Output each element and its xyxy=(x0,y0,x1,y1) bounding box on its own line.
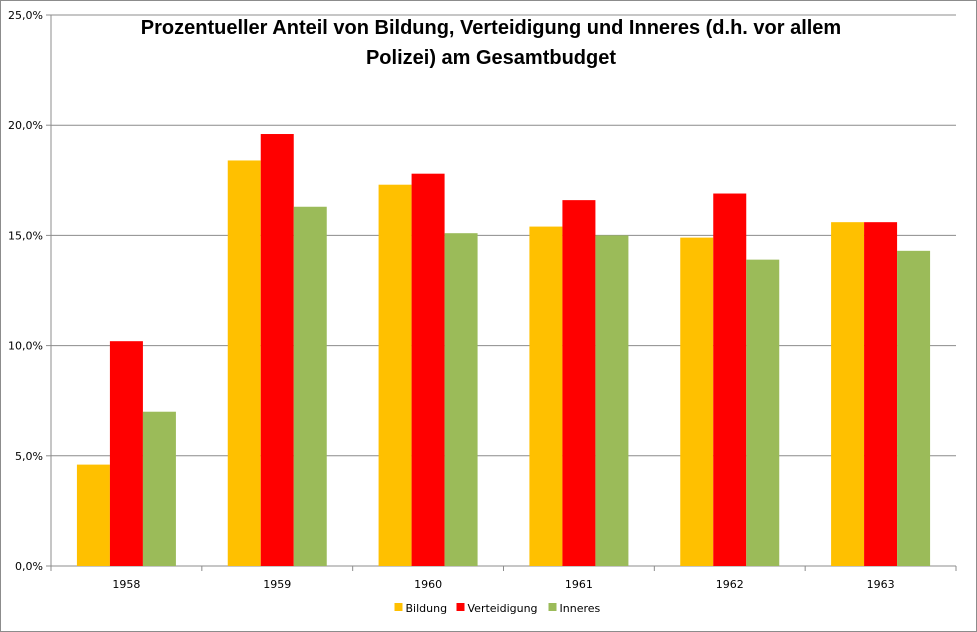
bar-inneres-1959[interactable] xyxy=(293,206,327,567)
bar-bildung-1963[interactable] xyxy=(831,222,865,566)
legend-swatch-inneres xyxy=(548,603,557,611)
legend-label-verteidigung: Verteidigung xyxy=(468,602,538,615)
legend-swatch-bildung xyxy=(394,603,403,611)
chart-title-line-2: Polizei) am Gesamtbudget xyxy=(365,47,617,69)
bar-inneres-1958[interactable] xyxy=(142,411,176,566)
bar-inneres-1960[interactable] xyxy=(444,233,478,567)
bar-verteidigung-1963[interactable] xyxy=(864,222,898,566)
y-tick-label: 10,0% xyxy=(8,340,43,353)
bar-verteidigung-1960[interactable] xyxy=(411,173,445,567)
x-tick-label: 1959 xyxy=(263,578,291,591)
y-tick-label: 5,0% xyxy=(15,450,43,463)
y-tick-label: 20,0% xyxy=(8,119,43,132)
legend-swatch-verteidigung xyxy=(456,603,465,611)
bar-verteidigung-1959[interactable] xyxy=(260,134,294,567)
legend-label-bildung: Bildung xyxy=(406,602,448,615)
bar-verteidigung-1961[interactable] xyxy=(562,200,596,567)
bar-bildung-1958[interactable] xyxy=(76,464,110,566)
x-tick-label: 1961 xyxy=(565,578,593,591)
y-tick-label: 25,0% xyxy=(8,9,43,22)
legend-label-inneres: Inneres xyxy=(560,602,601,615)
bar-verteidigung-1962[interactable] xyxy=(713,193,747,567)
bar-bildung-1960[interactable] xyxy=(378,184,412,566)
x-tick-label: 1960 xyxy=(414,578,442,591)
chart-title: Prozentueller Anteil von Bildung, Vertei… xyxy=(61,13,921,73)
x-tick-label: 1958 xyxy=(112,578,140,591)
x-tick-label: 1962 xyxy=(716,578,744,591)
bar-bildung-1962[interactable] xyxy=(680,237,714,566)
bar-verteidigung-1958[interactable] xyxy=(109,341,143,566)
bar-inneres-1961[interactable] xyxy=(595,235,629,566)
bar-inneres-1962[interactable] xyxy=(746,259,780,566)
x-tick-label: 1963 xyxy=(867,578,895,591)
chart-title-line-1: Prozentueller Anteil von Bildung, Vertei… xyxy=(140,17,842,39)
y-tick-label: 0,0% xyxy=(15,560,43,573)
bar-bildung-1959[interactable] xyxy=(227,160,261,567)
bar-bildung-1961[interactable] xyxy=(529,226,563,567)
bar-inneres-1963[interactable] xyxy=(897,250,931,566)
y-tick-label: 15,0% xyxy=(8,229,43,242)
